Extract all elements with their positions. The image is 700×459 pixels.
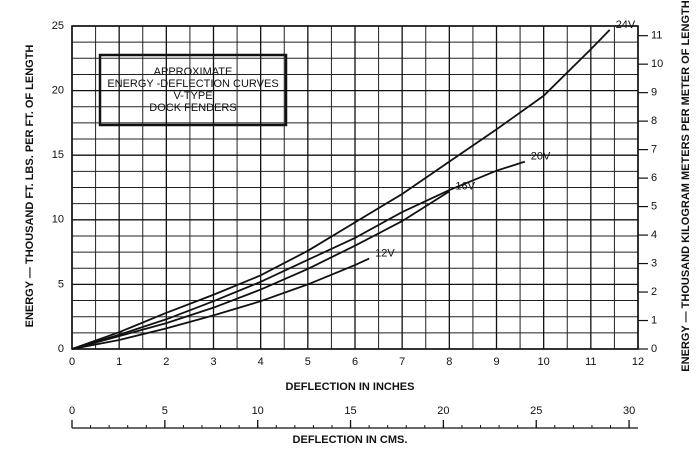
x-axis-title: DEFLECTION IN INCHES — [286, 381, 415, 393]
series-label: 20V — [531, 151, 551, 163]
series-label: 16V — [455, 180, 475, 192]
y-tick-label: 0 — [58, 343, 64, 355]
y2-tick-label: 7 — [651, 144, 657, 156]
y2-tick-label: 1 — [651, 314, 657, 326]
y-axis-title: ENERGY — THOUSAND FT. LBS. PER FT. OF LE… — [24, 45, 36, 328]
y-tick-label: 25 — [52, 20, 64, 32]
series-label: 24V — [616, 19, 636, 31]
x-tick-label: 1 — [116, 356, 122, 368]
y2-tick-label: 6 — [651, 172, 657, 184]
y2-tick-label: 0 — [651, 343, 657, 355]
title-line: V-TYPE — [173, 90, 212, 102]
y2-tick-label: 4 — [651, 229, 657, 241]
y-tick-label: 5 — [58, 278, 64, 290]
x-tick-label: 9 — [493, 356, 499, 368]
plot-frame — [71, 25, 639, 350]
x2-tick-label: 5 — [162, 405, 168, 417]
y2-tick-label: 11 — [651, 30, 662, 42]
x-tick-label: 3 — [210, 356, 216, 368]
series-line — [71, 190, 450, 350]
x2-tick-label: 25 — [530, 405, 542, 417]
y2-tick-label: 5 — [651, 200, 657, 212]
x2-tick-label: 30 — [623, 405, 635, 417]
x-tick-label: 4 — [258, 356, 264, 368]
x-tick-label: 2 — [163, 356, 169, 368]
series-label: 12V — [375, 247, 395, 259]
title-line: APPROXIMATE — [154, 66, 233, 78]
x2-tick-label: 10 — [252, 405, 264, 417]
y-tick-label: 10 — [52, 214, 64, 226]
title-line: ENERGY -DEFLECTION CURVES — [107, 78, 278, 90]
y2-tick-label: 10 — [651, 58, 663, 70]
x-tick-label: 10 — [538, 356, 550, 368]
y-tick-label: 20 — [52, 85, 64, 97]
x-tick-label: 5 — [305, 356, 311, 368]
y2-tick-label: 3 — [651, 257, 657, 269]
x2-axis-title: DEFLECTION IN CMS. — [293, 434, 408, 446]
x2-tick-label: 20 — [437, 405, 449, 417]
x2-tick-label: 15 — [344, 405, 356, 417]
series-line — [71, 160, 526, 350]
series-line — [71, 257, 370, 350]
x-tick-label: 8 — [446, 356, 452, 368]
y2-tick-label: 9 — [651, 87, 657, 99]
y-tick-label: 15 — [52, 149, 64, 161]
series-line — [71, 29, 611, 350]
x-tick-label: 7 — [399, 356, 405, 368]
x-tick-label: 6 — [352, 356, 358, 368]
x-tick-label: 11 — [585, 356, 596, 368]
y2-tick-label: 8 — [651, 115, 657, 127]
y2-tick-label: 2 — [651, 286, 657, 298]
x2-tick-label: 0 — [69, 405, 75, 417]
title-line: DOCK FENDERS — [149, 102, 236, 114]
x-tick-label: 12 — [632, 356, 644, 368]
y2-axis-title: ENERGY — THOUSAND KILOGRAM METERS PER ME… — [680, 0, 692, 371]
x-tick-label: 0 — [69, 356, 75, 368]
